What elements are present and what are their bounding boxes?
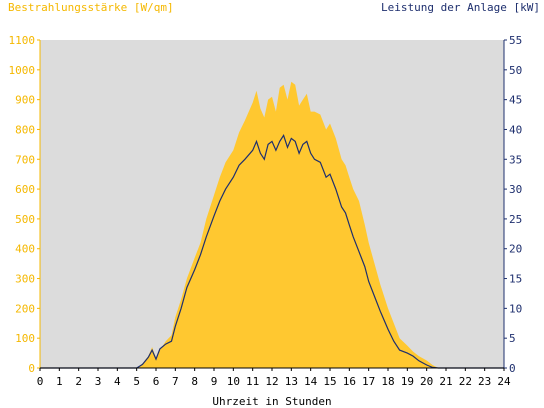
x-tick-label: 0 — [37, 375, 44, 388]
y-left-tick-label: 600 — [15, 183, 35, 196]
x-tick-label: 1 — [56, 375, 63, 388]
y-left-tick-label: 200 — [15, 302, 35, 315]
y-left-tick-label: 500 — [15, 213, 35, 226]
x-tick-label: 7 — [172, 375, 179, 388]
x-tick-label: 3 — [95, 375, 102, 388]
x-tick-label: 5 — [133, 375, 140, 388]
x-tick-label: 10 — [227, 375, 240, 388]
y-right-tick-label: 5 — [509, 332, 516, 345]
y-left-tick-label: 0 — [28, 362, 35, 375]
power-line-layer — [40, 134, 504, 369]
x-tick-label: 13 — [285, 375, 298, 388]
x-tick-label: 11 — [246, 375, 259, 388]
irradiance-area-layer — [40, 81, 504, 368]
x-tick-label: 23 — [478, 375, 491, 388]
x-tick-label: 22 — [459, 375, 472, 388]
y-left-tick-label: 1000 — [9, 64, 36, 77]
y-right-tick-label: 50 — [509, 64, 522, 77]
right-axis-label: Leistung der Anlage [kW] — [381, 1, 540, 14]
y-right-tick-label: 10 — [509, 302, 522, 315]
y-right-tick-label: 20 — [509, 243, 522, 256]
x-tick-label: 15 — [323, 375, 336, 388]
x-axis-label: Uhrzeit in Stunden — [212, 395, 331, 408]
y-left-tick-label: 700 — [15, 153, 35, 166]
y-right-tick-label: 55 — [509, 34, 522, 47]
y-right-tick-label: 15 — [509, 273, 522, 286]
x-tick-label: 16 — [343, 375, 356, 388]
y-right-tick-label: 0 — [509, 362, 516, 375]
tick-layer: 0100200300400500600700800900100011000510… — [9, 34, 523, 388]
x-tick-label: 4 — [114, 375, 121, 388]
y-left-tick-label: 100 — [15, 332, 35, 345]
y-left-tick-label: 400 — [15, 243, 35, 256]
x-tick-label: 6 — [153, 375, 160, 388]
x-tick-label: 24 — [497, 375, 511, 388]
y-right-tick-label: 25 — [509, 213, 522, 226]
x-tick-label: 21 — [439, 375, 452, 388]
left-axis-label: Bestrahlungsstärke [W/qm] — [8, 1, 174, 14]
y-right-tick-label: 30 — [509, 183, 522, 196]
x-tick-label: 17 — [362, 375, 375, 388]
y-right-tick-label: 35 — [509, 153, 522, 166]
x-tick-label: 18 — [381, 375, 394, 388]
x-tick-label: 9 — [211, 375, 218, 388]
y-right-tick-label: 40 — [509, 123, 522, 136]
power-line — [40, 134, 504, 369]
x-tick-label: 8 — [191, 375, 198, 388]
y-left-tick-label: 1100 — [9, 34, 36, 47]
x-tick-label: 19 — [401, 375, 414, 388]
y-left-tick-label: 300 — [15, 273, 35, 286]
x-tick-label: 12 — [265, 375, 278, 388]
irradiance-area — [40, 81, 504, 368]
y-left-tick-label: 900 — [15, 94, 35, 107]
x-tick-label: 20 — [420, 375, 433, 388]
x-tick-label: 2 — [75, 375, 82, 388]
y-right-tick-label: 45 — [509, 94, 522, 107]
y-left-tick-label: 800 — [15, 123, 35, 136]
x-tick-label: 14 — [304, 375, 318, 388]
